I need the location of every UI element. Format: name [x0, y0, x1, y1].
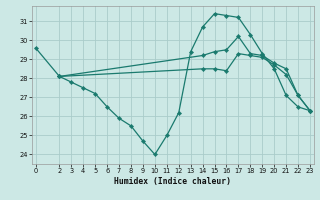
X-axis label: Humidex (Indice chaleur): Humidex (Indice chaleur) [114, 177, 231, 186]
